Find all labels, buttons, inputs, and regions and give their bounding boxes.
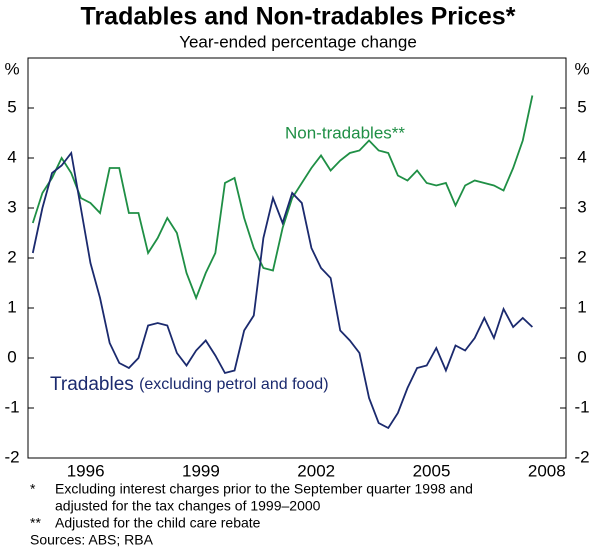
footnote: Adjusted for the child care rebate xyxy=(55,515,261,531)
y2-tick-label: 1 xyxy=(577,297,586,316)
series-label: Tradables (excluding petrol and food) xyxy=(50,374,329,395)
chart-subtitle: Year-ended percentage change xyxy=(179,32,417,51)
series-line xyxy=(31,95,534,301)
y2-tick-label: 5 xyxy=(577,97,586,116)
plot-frame xyxy=(27,57,567,459)
series-label: Non-tradables** xyxy=(285,123,405,142)
y-tick-label: 4 xyxy=(7,147,16,166)
x-tick-label: 1996 xyxy=(67,461,105,480)
y2-tick-label: 0 xyxy=(577,347,586,366)
y-tick-label: -1 xyxy=(4,397,19,416)
source: Sources: ABS; RBA xyxy=(30,532,154,548)
y-tick-label: 1 xyxy=(7,297,16,316)
y-tick-label: 3 xyxy=(7,197,16,216)
chart-title: Tradables and Non-tradables Prices* xyxy=(81,3,516,31)
y-tick-label: 5 xyxy=(7,97,16,116)
y2-unit: % xyxy=(574,59,589,78)
y2-tick-label: -2 xyxy=(574,447,589,466)
footnote: adjusted for the tax changes of 1999–200… xyxy=(55,498,321,514)
y2-tick-label: -1 xyxy=(574,397,589,416)
y2-tick-label: 3 xyxy=(577,197,586,216)
x-tick-label: 2002 xyxy=(297,461,335,480)
y-tick-label: 2 xyxy=(7,247,16,266)
x-tick-label: 2005 xyxy=(413,461,451,480)
series-note: (excluding petrol and food) xyxy=(139,376,328,393)
y-tick-label: 0 xyxy=(7,347,16,366)
y-tick-label: -2 xyxy=(4,447,19,466)
y2-tick-label: 2 xyxy=(577,247,586,266)
footnote: Excluding interest charges prior to the … xyxy=(55,481,473,497)
x-tick-label: 1999 xyxy=(182,461,220,480)
series-line xyxy=(31,150,533,430)
series-name: Tradables xyxy=(50,374,134,395)
y-unit: % xyxy=(4,59,19,78)
footnote-marker: * xyxy=(30,481,36,497)
y2-tick-label: 4 xyxy=(577,147,586,166)
footnote-marker: ** xyxy=(30,515,41,531)
x-tick-label: 2008 xyxy=(528,461,566,480)
